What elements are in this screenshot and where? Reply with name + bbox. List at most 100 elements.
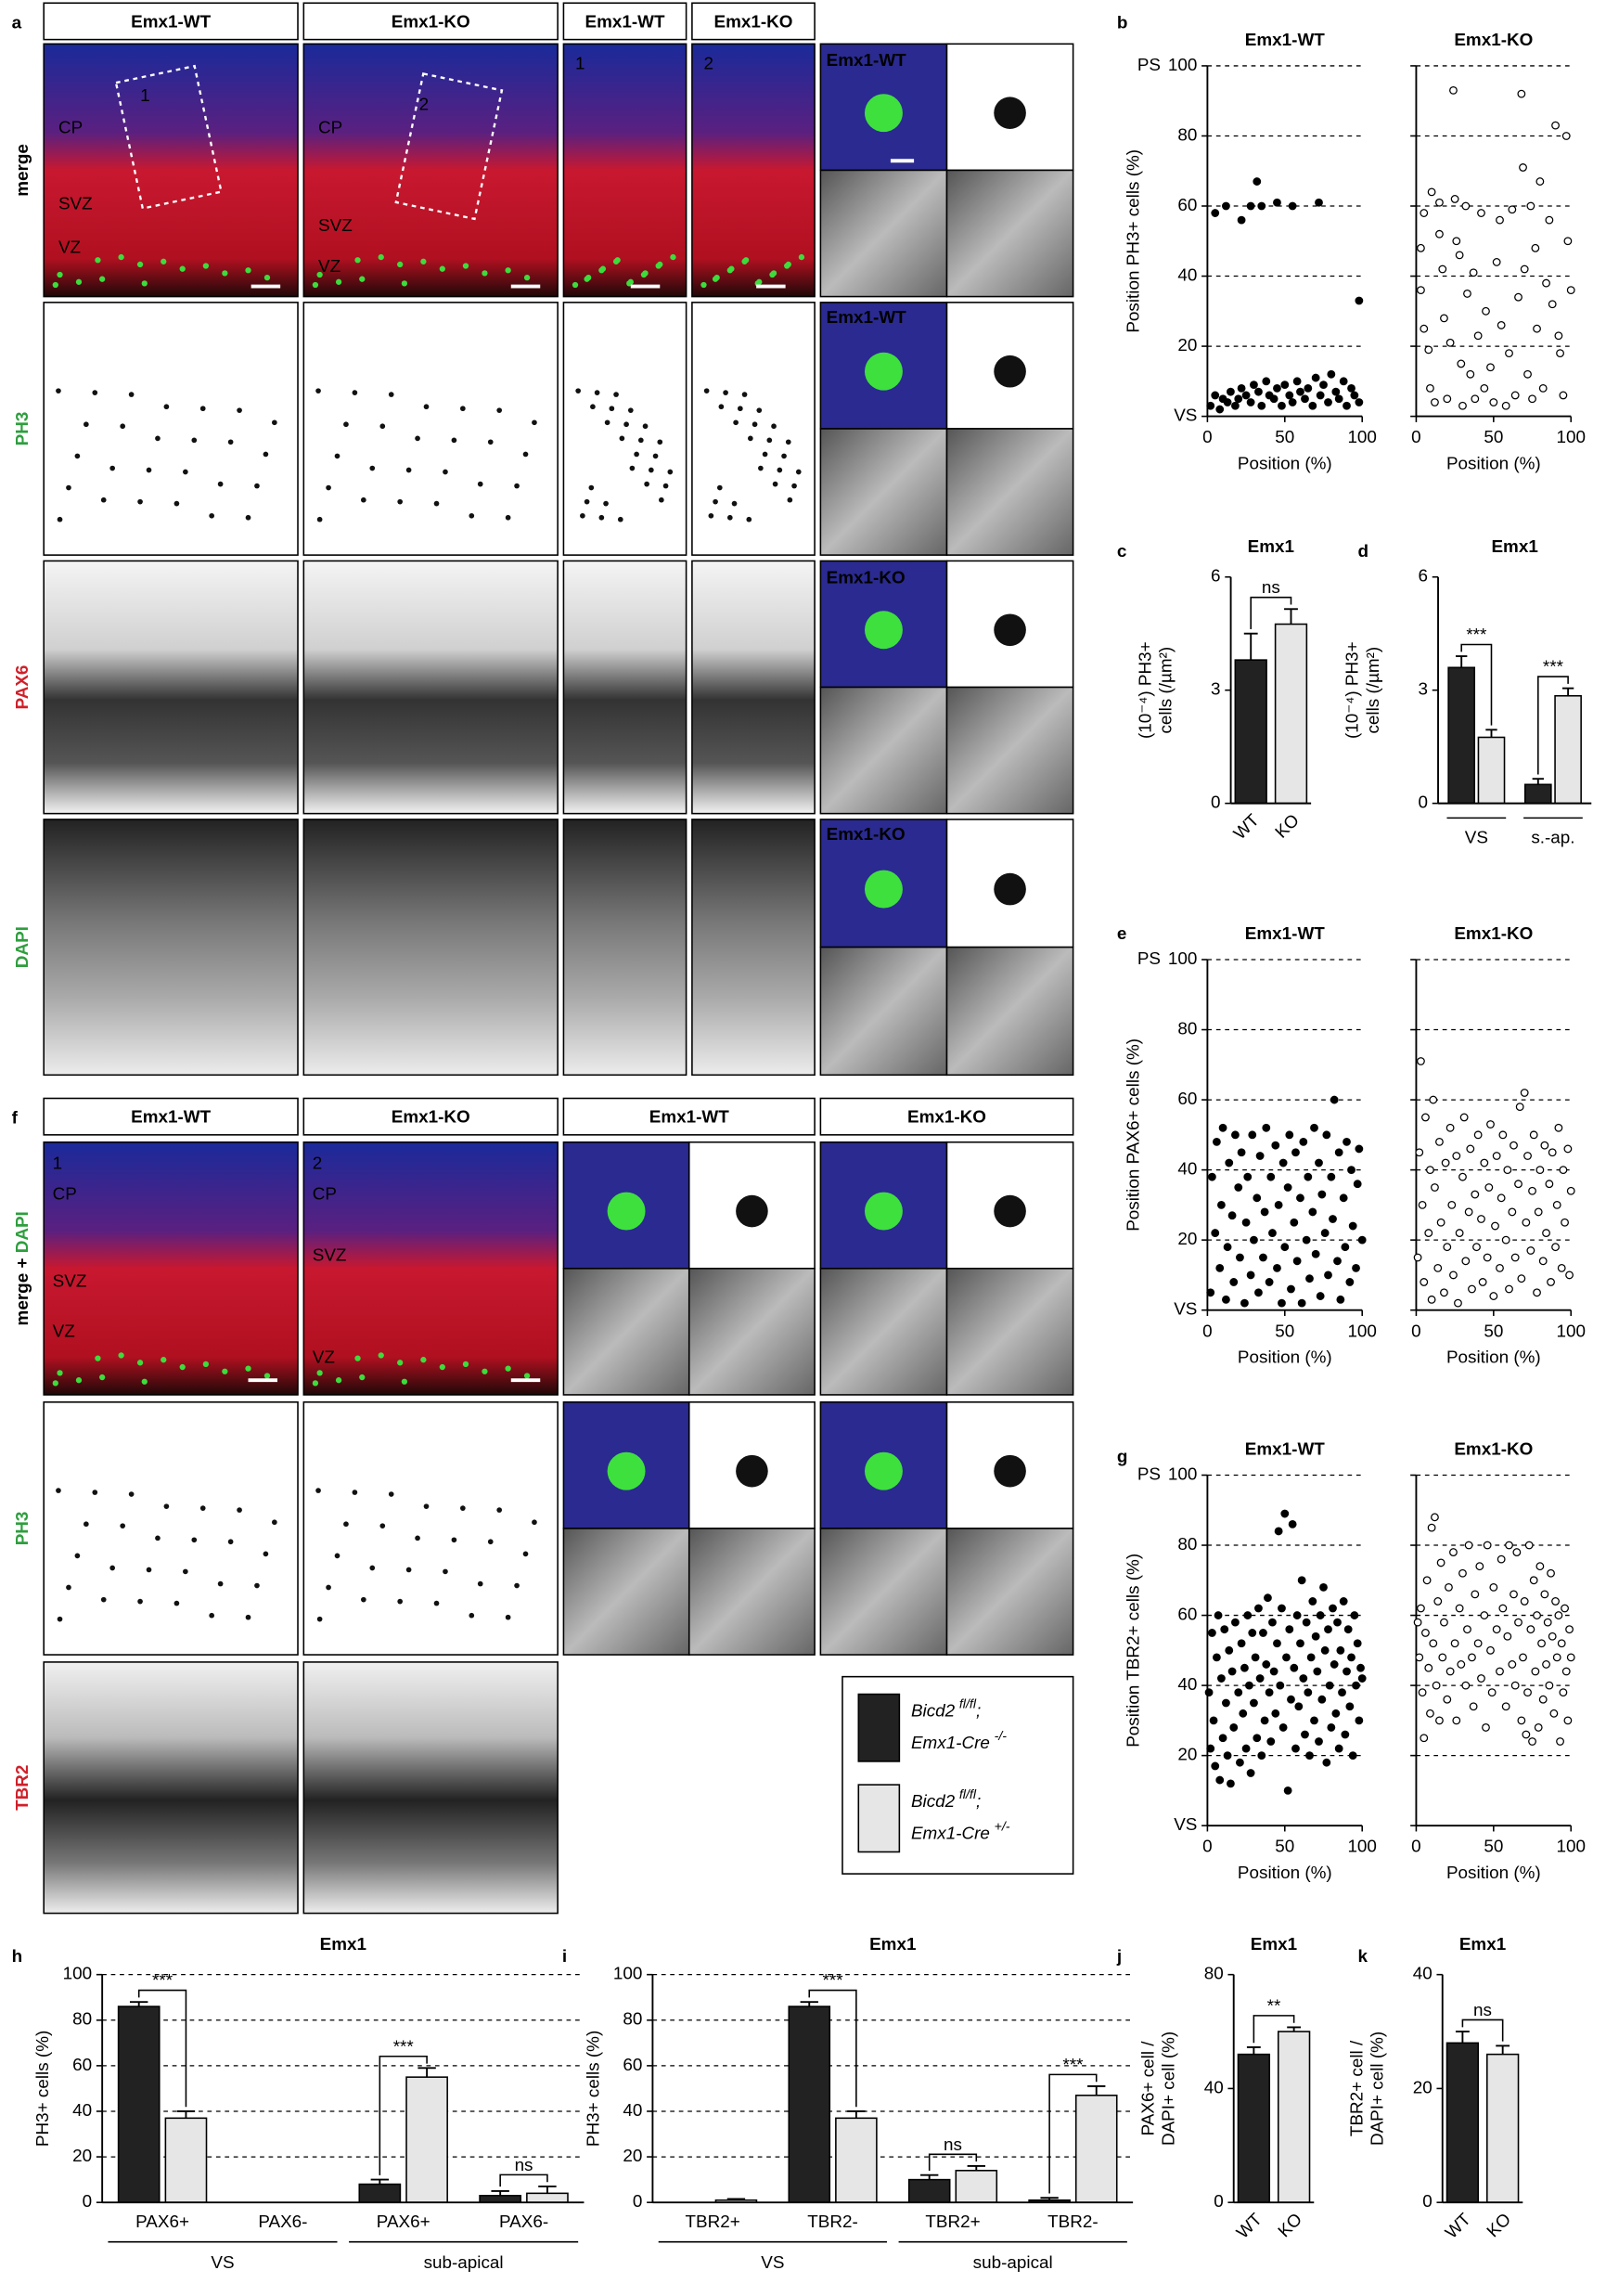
row-label: PAX6	[13, 665, 32, 710]
data-point	[1234, 1183, 1243, 1192]
inset-cell	[736, 1454, 768, 1488]
x-tick-label: s.-ap.	[1531, 828, 1574, 847]
y-tick-label: 40	[1177, 1160, 1197, 1180]
cell-dot	[191, 437, 198, 444]
data-point	[1542, 278, 1550, 288]
data-point	[1236, 1253, 1244, 1262]
data-point	[1315, 1737, 1323, 1746]
row-label: merge	[13, 144, 32, 197]
cell-dot	[312, 1380, 319, 1387]
data-point	[1331, 387, 1341, 396]
image-label: Emx1-WT	[827, 51, 906, 71]
data-point	[1452, 1152, 1461, 1160]
data-point	[1427, 1523, 1436, 1532]
inset-gray	[945, 946, 1074, 1077]
legend-text: Bicd2 fl/fl;	[911, 1787, 981, 1812]
cell-dot	[439, 1363, 445, 1371]
data-point	[1225, 1158, 1234, 1167]
cell-dot	[523, 1373, 531, 1379]
y-axis-label: (10⁻⁴) PH3+	[1343, 641, 1363, 739]
cell-dot	[433, 1600, 440, 1606]
data-point	[1302, 1235, 1311, 1245]
data-point	[1418, 1200, 1427, 1209]
cell-dot	[141, 1378, 148, 1385]
data-point	[1424, 345, 1433, 355]
micrograph	[43, 1141, 299, 1396]
image-label: VZ	[313, 1348, 335, 1368]
data-point	[1464, 1541, 1473, 1550]
data-point	[1486, 1645, 1495, 1655]
bar	[1447, 666, 1476, 805]
data-point	[1463, 290, 1471, 298]
cell-dot	[451, 437, 457, 444]
data-point	[1482, 306, 1490, 316]
panel-letter: a	[12, 13, 22, 32]
micrograph	[691, 819, 816, 1077]
cell-dot	[598, 514, 605, 521]
y-tick-label: 6	[1419, 567, 1428, 587]
cell-dot	[522, 1551, 529, 1557]
data-point	[1457, 359, 1466, 368]
data-point	[1255, 1674, 1265, 1683]
cell-dot	[92, 1490, 98, 1495]
data-point	[1480, 1611, 1489, 1619]
cell-dot	[397, 1360, 404, 1366]
inset-gray	[819, 1528, 948, 1656]
cell-dot	[795, 469, 802, 475]
micrograph	[691, 560, 816, 815]
cell-dot	[120, 423, 126, 430]
cell-dot	[733, 419, 739, 426]
data-point	[1347, 1653, 1355, 1662]
data-point	[1333, 1618, 1342, 1627]
cell-dot	[75, 278, 83, 285]
column-header: Emx1-WT	[585, 12, 665, 32]
bar	[117, 2006, 161, 2203]
cell-dot	[667, 469, 674, 475]
data-point	[1262, 1660, 1271, 1669]
cell-dot	[92, 390, 98, 395]
data-point	[1431, 398, 1439, 406]
header-box	[43, 2, 299, 41]
legend-text: Emx1-Cre -/-	[911, 1729, 1007, 1753]
data-point	[1357, 1235, 1367, 1245]
data-point	[1554, 1123, 1563, 1132]
data-point	[1526, 201, 1535, 211]
data-point	[1449, 85, 1458, 95]
cell-dot	[369, 1565, 376, 1571]
column-header: Emx1-WT	[131, 12, 211, 32]
x-tick-label: 100	[1347, 428, 1377, 447]
data-point	[1458, 401, 1467, 410]
cell-dot	[723, 390, 728, 395]
data-point	[1311, 373, 1320, 382]
cell-dot	[100, 497, 107, 503]
micrograph	[562, 43, 687, 298]
x-tick-label: 0	[1411, 1322, 1420, 1341]
data-point	[1215, 405, 1225, 414]
data-point	[1265, 1688, 1274, 1697]
data-point	[1438, 264, 1447, 274]
data-point	[1459, 1113, 1469, 1122]
data-point	[1475, 1562, 1484, 1571]
significance-label: ns	[1262, 578, 1280, 598]
cell-dot	[588, 484, 595, 491]
cell-dot	[155, 1535, 161, 1541]
data-point	[1540, 1590, 1549, 1599]
data-point	[1278, 1723, 1288, 1732]
data-point	[1324, 1271, 1332, 1280]
group-label: VS	[211, 2253, 234, 2273]
data-point	[1278, 1604, 1286, 1613]
data-point	[1554, 1611, 1563, 1619]
data-point	[1523, 1152, 1532, 1160]
data-point	[1431, 1513, 1439, 1522]
data-point	[1265, 1278, 1274, 1286]
bar	[358, 2183, 402, 2203]
data-point	[1433, 1597, 1443, 1606]
data-point	[1413, 1253, 1422, 1262]
data-point	[1471, 1590, 1480, 1599]
data-point	[1556, 349, 1564, 358]
data-point	[1466, 1144, 1475, 1154]
cell-dot	[477, 1580, 483, 1587]
bar	[1477, 736, 1506, 805]
inset-cell	[607, 1451, 646, 1490]
y-tick-label: 100	[613, 1965, 643, 1984]
